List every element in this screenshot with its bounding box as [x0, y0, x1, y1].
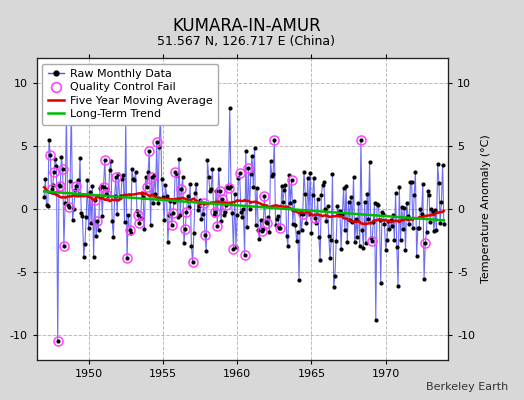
Legend: Raw Monthly Data, Quality Control Fail, Five Year Moving Average, Long-Term Tren: Raw Monthly Data, Quality Control Fail, … [42, 64, 219, 125]
Text: Berkeley Earth: Berkeley Earth [426, 382, 508, 392]
Text: 51.567 N, 126.717 E (China): 51.567 N, 126.717 E (China) [157, 35, 335, 48]
Text: KUMARA-IN-AMUR: KUMARA-IN-AMUR [172, 17, 321, 35]
Y-axis label: Temperature Anomaly (°C): Temperature Anomaly (°C) [481, 135, 490, 283]
